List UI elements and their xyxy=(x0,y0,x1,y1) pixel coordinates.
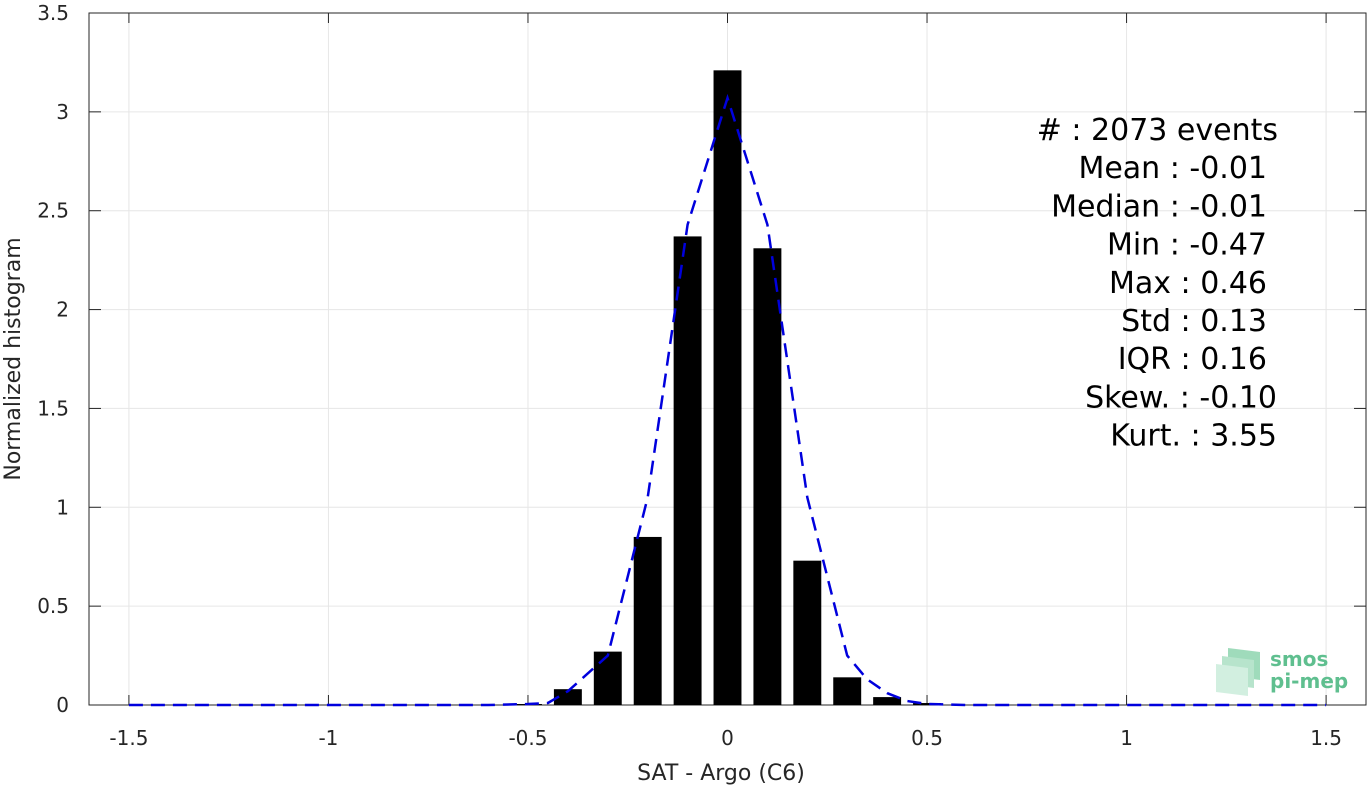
stat-line: Kurt. : 3.55 xyxy=(1110,419,1277,454)
stat-line: Max : 0.46 xyxy=(1109,266,1267,301)
y-axis-label: Normalized histogram xyxy=(1,237,26,480)
axis-ticks xyxy=(89,12,1366,706)
histogram-bar xyxy=(633,536,662,705)
histogram-bar xyxy=(593,651,622,705)
y-tick-label: 2.5 xyxy=(37,199,69,223)
x-tick-label: 0 xyxy=(721,726,734,750)
y-tick-label: 3 xyxy=(56,100,69,124)
stat-line: Min : -0.47 xyxy=(1107,228,1267,263)
logo-icon xyxy=(1216,648,1260,696)
histogram-bar xyxy=(833,677,862,705)
histogram-bar xyxy=(753,248,782,705)
y-tick-label: 2 xyxy=(56,298,69,322)
y-tick-label: 3.5 xyxy=(37,1,69,25)
x-tick-label: 0.5 xyxy=(911,726,943,750)
histogram-bar xyxy=(913,703,941,705)
histogram-bar xyxy=(713,70,742,705)
y-tick-label: 0 xyxy=(56,693,69,717)
x-tick-label: 1.5 xyxy=(1310,726,1342,750)
stat-line: Std : 0.13 xyxy=(1121,304,1267,339)
x-tick-label: -0.5 xyxy=(508,726,547,750)
x-tick-label: -1.5 xyxy=(109,726,148,750)
logo-text-smos: smos xyxy=(1270,647,1328,671)
fit-curve xyxy=(128,93,1327,707)
y-tick-label: 1 xyxy=(56,495,69,519)
histogram-bar xyxy=(873,697,902,705)
x-axis-label: SAT - Argo (C6) xyxy=(637,761,805,786)
y-tick-label: 1.5 xyxy=(37,396,69,420)
histogram-bar xyxy=(673,236,702,705)
stat-line: Mean : -0.01 xyxy=(1078,151,1267,186)
histogram-bar xyxy=(553,689,582,705)
y-tick-label: 0.5 xyxy=(37,594,69,618)
histogram-bars xyxy=(514,70,941,705)
x-tick-label: 1 xyxy=(1120,726,1133,750)
x-tick-label: -1 xyxy=(318,726,338,750)
stat-line: # : 2073 events xyxy=(1037,113,1278,148)
smos-pi-mep-logo: smos pi-mep xyxy=(1216,647,1348,696)
stat-line: Skew. : -0.10 xyxy=(1085,380,1277,415)
stat-line: Median : -0.01 xyxy=(1051,189,1267,224)
stat-line: IQR : 0.16 xyxy=(1118,342,1267,377)
logo-text-pi-mep: pi-mep xyxy=(1270,669,1348,693)
histogram-bar xyxy=(793,560,822,705)
tick-labels: -1.5 -1 -0.5 0 0.5 1 1.5 0 0.5 1 1.5 2 2.5 3 3.5 xyxy=(37,1,1342,750)
